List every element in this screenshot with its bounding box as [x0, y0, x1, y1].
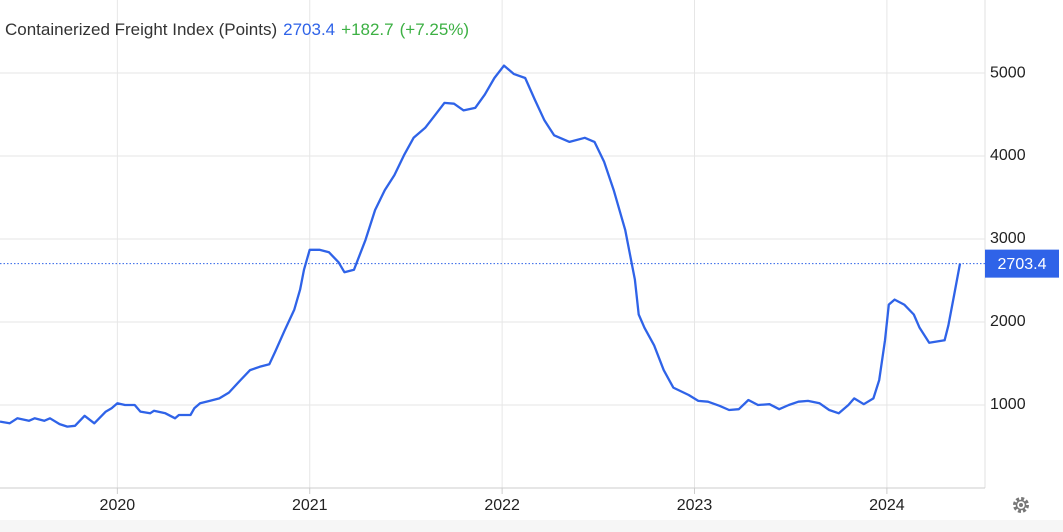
change-pct: (+7.25%) [399, 20, 470, 39]
x-tick-label: 2020 [100, 497, 136, 514]
change: +182.7 [341, 20, 394, 39]
series-line [0, 64, 962, 428]
y-tick-label: 2000 [990, 313, 1026, 330]
settings-icon[interactable] [1013, 497, 1029, 513]
header: Containerized Freight Index (Points) 2703… [5, 20, 475, 40]
x-tick-label: 2022 [484, 497, 520, 514]
y-tick-label: 1000 [990, 396, 1026, 413]
last-value-box [985, 249, 1059, 278]
last-value-label: 2703.4 [998, 256, 1047, 273]
y-tick-label: 3000 [990, 230, 1026, 247]
y-tick-label: 5000 [990, 64, 1026, 81]
footer-strip [0, 520, 1063, 532]
x-tick-label: 2021 [292, 497, 328, 514]
last-value: 2703.4 [283, 20, 336, 39]
x-tick-label: 2024 [869, 497, 905, 514]
x-tick-label: 2023 [677, 497, 713, 514]
title: Containerized Freight Index (Points) [5, 20, 278, 39]
y-tick-label: 4000 [990, 147, 1026, 164]
